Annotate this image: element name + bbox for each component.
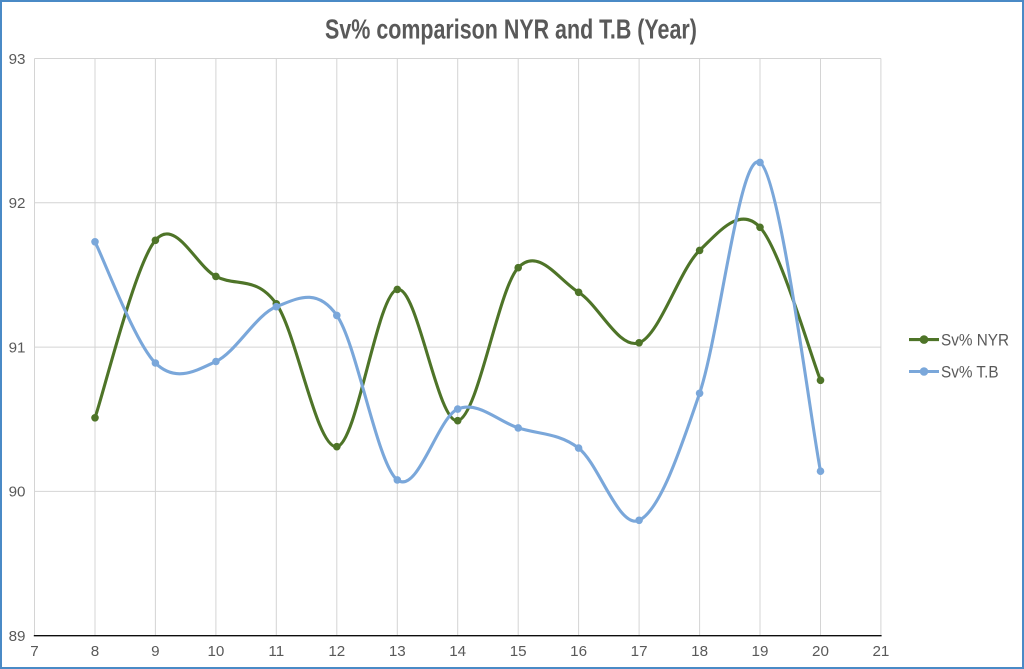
svg-text:93: 93 (9, 51, 26, 68)
svg-text:92: 92 (9, 195, 26, 212)
svg-text:10: 10 (207, 643, 224, 660)
svg-text:12: 12 (328, 643, 345, 660)
svg-text:19: 19 (752, 643, 769, 660)
svg-text:14: 14 (449, 643, 466, 660)
svg-text:9: 9 (151, 643, 159, 660)
svg-text:8: 8 (91, 643, 99, 660)
svg-text:16: 16 (570, 643, 587, 660)
svg-text:18: 18 (691, 643, 708, 660)
svg-text:90: 90 (9, 484, 26, 501)
svg-text:89: 89 (9, 628, 26, 645)
svg-text:20: 20 (812, 643, 829, 660)
svg-text:11: 11 (268, 643, 284, 660)
svg-text:91: 91 (9, 339, 26, 356)
svg-text:7: 7 (30, 643, 38, 660)
svg-text:17: 17 (631, 643, 648, 660)
svg-text:21: 21 (872, 643, 889, 660)
svg-text:Sv% comparison NYR and T.B (Ye: Sv% comparison NYR and T.B (Year) (325, 15, 697, 45)
svg-text:13: 13 (389, 643, 406, 660)
svg-text:Sv% NYR: Sv% NYR (941, 331, 1009, 350)
svg-text:15: 15 (510, 643, 527, 660)
svg-text:Sv% T.B: Sv% T.B (941, 363, 998, 382)
